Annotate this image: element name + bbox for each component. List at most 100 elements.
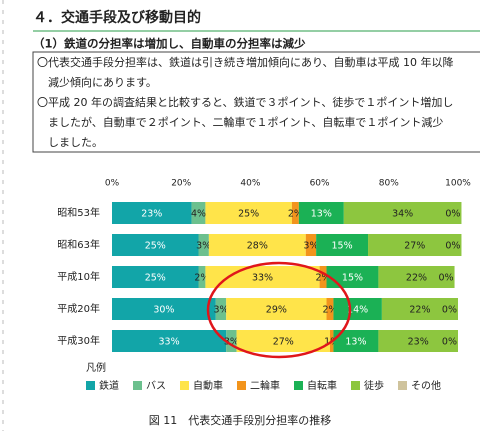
bar-segment [236,330,330,352]
data-label: 2% [322,305,337,316]
bar-segment [333,330,379,352]
y-tick-label: 平成20年 [57,302,100,315]
data-label: 2% [316,273,331,284]
data-label: 3% [213,305,228,316]
data-label: 22% [406,273,427,284]
bar-segment [333,298,382,320]
bar-segment [112,330,227,352]
legend-label: 徒歩 [364,379,384,392]
bar-segment [226,298,327,320]
data-label: 23% [141,209,162,220]
summary-box [32,51,480,153]
legend-swatch [398,381,407,390]
legend-label: 自転車 [307,379,337,392]
data-label: 25% [145,241,166,252]
data-label: 0% [445,209,460,220]
data-label: 27% [273,337,294,348]
data-label: 33% [159,337,180,348]
legend-title: 凡例 [86,361,106,374]
bar-segment [208,234,306,256]
summary-line: ましたが、自動車で２ポイント、二輪車で１ポイント、自転車で１ポイント減少 [37,115,443,129]
highlight-ellipse [206,261,352,359]
data-label: 25% [238,209,259,220]
bar-segment [112,266,199,288]
summary-line: 〇代表交通手段分担率は、鉄道は引き続き増加傾向にあり、自動車は平成 10 年以降 [37,55,454,69]
data-label: 23% [408,337,429,348]
legend-swatch [133,381,142,390]
bar-segment [291,202,299,224]
data-label: 4% [191,209,206,220]
bar-segment [381,298,458,320]
summary-line: しました。 [37,136,103,149]
x-tick-label: 20% [171,179,191,189]
data-label: 25% [145,273,166,284]
bar-segment [378,330,458,352]
data-label: 15% [342,273,363,284]
chart: 0% 20% 40% 60% 80% 100% 昭和53年 23% 4% 25% 2% 13% 34% 0… [57,179,471,393]
summary-line: 減少傾向にあります。 [37,75,157,89]
data-label: 28% [247,241,268,252]
data-label: 3% [224,337,239,348]
bar-segment [298,202,344,224]
legend-label: その他 [411,379,441,392]
bar-segment [326,266,379,288]
bar-segment [316,234,369,256]
legend-swatch [180,381,189,390]
data-label: 0% [438,273,453,284]
data-label: 13% [345,337,366,348]
x-tick-label: 80% [379,179,399,189]
bar-segment [205,202,292,224]
bar-segment [112,202,192,224]
summary-line: 〇平成 20 年の調査結果と比較すると、鉄道で３ポイント、徒歩で１ポイント増加し [37,95,453,109]
bar-segment [326,298,334,320]
x-tick-label: 60% [310,179,330,189]
subheading: （1）鉄道の分担率は増加し、自動車の分担率は減少 [33,37,306,51]
bar-segment [112,298,216,320]
chart-caption: 図 11 代表交通手段別分担率の推移 [149,413,332,427]
data-label: 33% [252,273,273,284]
x-tick-label: 0% [105,179,120,189]
bar-segment [205,266,320,288]
data-label: 14% [347,305,368,316]
legend-label: 自動車 [193,379,223,392]
bar-segment [368,234,462,256]
bar-segment [191,202,206,224]
y-tick-label: 昭和53年 [57,206,100,219]
data-label: 3% [303,241,318,252]
bar-segment [343,202,462,224]
bar-segment [378,266,455,288]
data-label: 27% [404,241,425,252]
data-label: 30% [153,305,174,316]
x-tick-label: 100% [445,179,471,189]
bar-segment [226,330,237,352]
data-label: 2% [288,209,303,220]
legend-swatch [86,381,95,390]
data-label: 0% [442,337,457,348]
data-label: 13% [311,209,332,220]
legend-label: バス [146,380,166,392]
data-label: 2% [194,273,209,284]
bar-segment [198,266,206,288]
legend-label: 鉄道 [99,379,119,392]
bar-segment [198,234,209,256]
y-tick-label: 平成30年 [57,334,100,347]
summary-text: 〇代表交通手段分担率は、鉄道は引き続き増加傾向にあり、自動車は平成 10 年以降… [37,55,454,149]
legend-label: 二輪車 [250,379,280,392]
legend-swatch [351,381,360,390]
data-label: 0% [442,305,457,316]
data-label: 0% [445,241,460,252]
data-label: 22% [409,305,430,316]
data-label: 29% [266,305,287,316]
y-tick-label: 平成10年 [57,270,100,283]
data-label: 34% [392,209,413,220]
bar-segment [305,234,317,256]
section-title: ４．交通手段及び移動目的 [33,9,201,26]
legend-swatch [237,381,246,390]
legend-swatch [294,381,303,390]
data-label: 3% [196,241,211,252]
x-tick-label: 40% [240,179,260,189]
bar-segment [319,266,327,288]
bar-segment [215,298,227,320]
data-label: 15% [332,241,353,252]
